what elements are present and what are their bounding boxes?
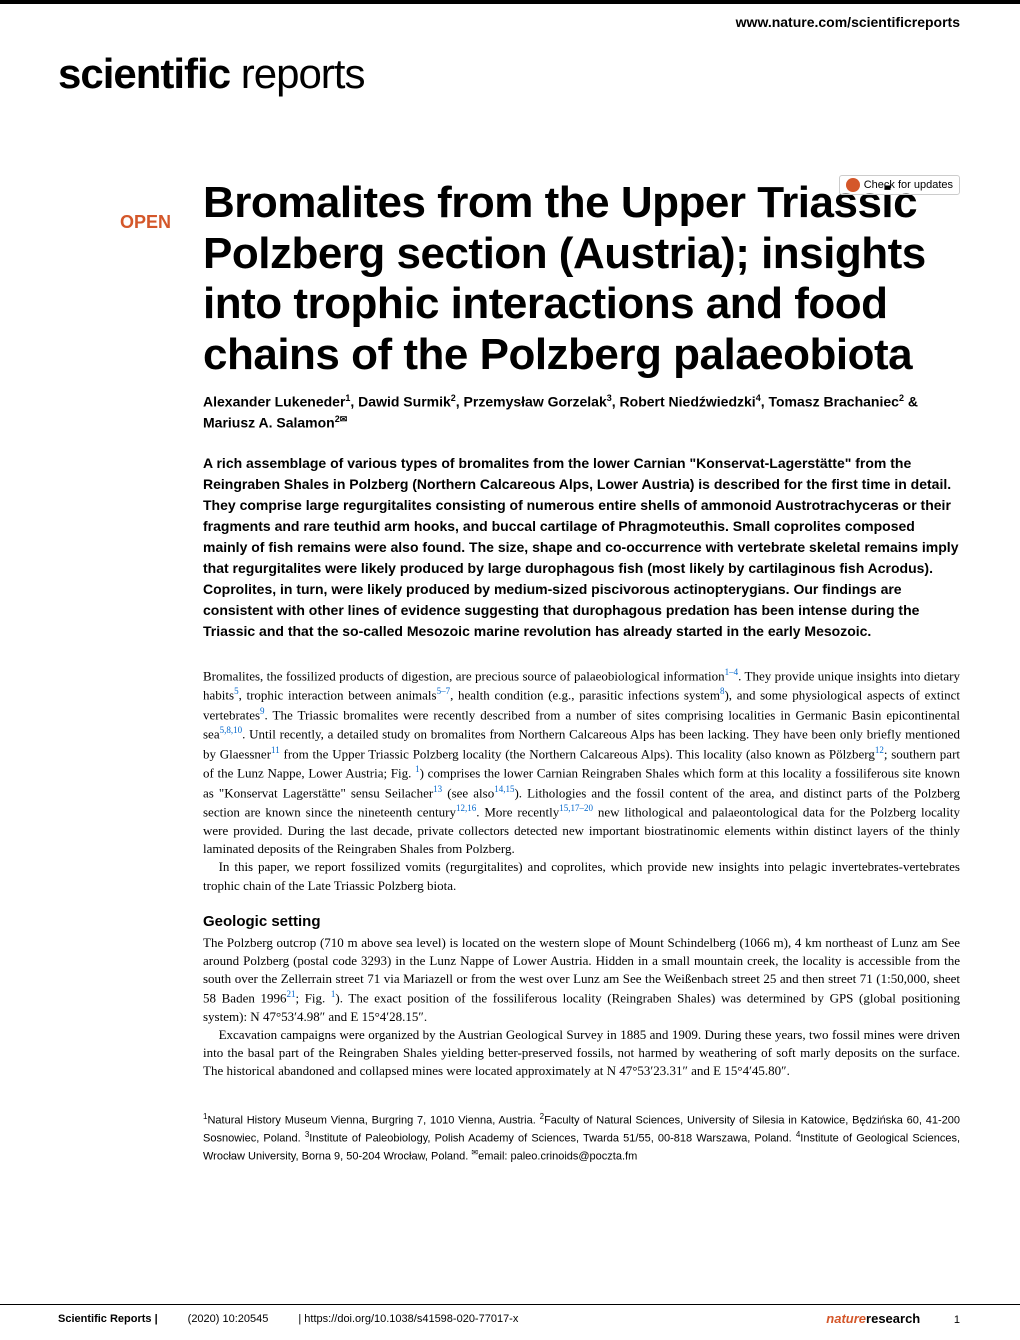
geologic-para1: The Polzberg outcrop (710 m above sea le…	[203, 934, 960, 1026]
intro-section: Bromalites, the fossilized products of d…	[203, 666, 960, 895]
section-heading-geologic: Geologic setting	[203, 913, 960, 930]
publisher-plain: research	[866, 1311, 920, 1326]
publisher-italic: nature	[826, 1311, 866, 1326]
geologic-para2: Excavation campaigns were organized by t…	[203, 1026, 960, 1081]
geologic-section: The Polzberg outcrop (710 m above sea le…	[203, 934, 960, 1081]
intro-para1: Bromalites, the fossilized products of d…	[203, 666, 960, 859]
intro-para2: In this paper, we report fossilized vomi…	[203, 858, 960, 894]
check-updates-label: Check for updates	[864, 179, 953, 191]
footer-doi: | https://doi.org/10.1038/s41598-020-770…	[298, 1313, 518, 1325]
footer-right: natureresearch 1	[826, 1311, 960, 1326]
logo-bold: scientific	[58, 50, 230, 97]
page-number: 1	[954, 1314, 960, 1326]
footer-journal: Scientific Reports |	[58, 1313, 158, 1325]
publisher-logo: natureresearch	[826, 1311, 924, 1326]
authors-list: Alexander Lukeneder1, Dawid Surmik2, Prz…	[203, 392, 960, 433]
footer-citation: (2020) 10:20545	[188, 1313, 269, 1325]
content-area: OPEN Bromalites from the Upper Triassic …	[0, 178, 1020, 1165]
affiliations: 1Natural History Museum Vienna, Burgring…	[203, 1111, 960, 1165]
check-updates-button[interactable]: Check for updates	[839, 175, 960, 195]
page-footer: Scientific Reports | (2020) 10:20545 | h…	[0, 1304, 1020, 1326]
abstract-text: A rich assemblage of various types of br…	[203, 453, 960, 642]
footer-left: Scientific Reports | (2020) 10:20545 | h…	[58, 1313, 518, 1325]
journal-logo: scientific reports	[0, 30, 1020, 98]
url-text: www.nature.com/scientificreports	[0, 4, 1020, 30]
open-access-badge: OPEN	[120, 212, 171, 233]
article-title: Bromalites from the Upper Triassic Polzb…	[203, 178, 960, 380]
check-updates-icon	[846, 178, 860, 192]
logo-light: reports	[241, 50, 365, 97]
